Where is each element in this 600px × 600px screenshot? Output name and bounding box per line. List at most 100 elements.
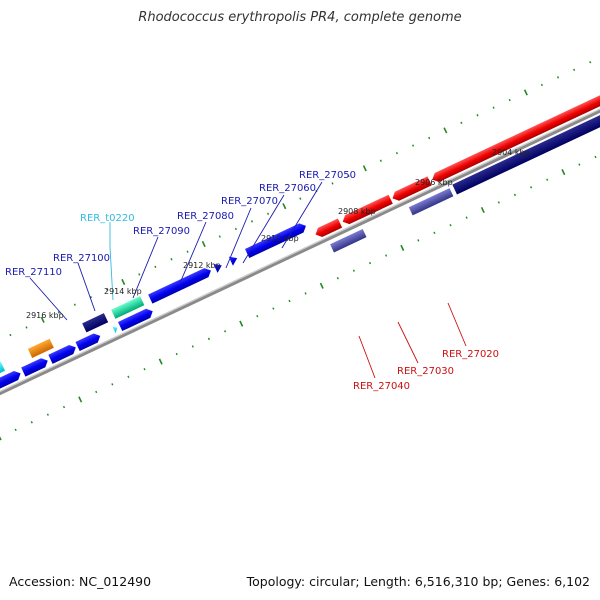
scale-label: 2904 kbp	[492, 148, 530, 157]
scale-label: 2906 kbp	[415, 178, 453, 187]
minor-tick	[267, 212, 270, 215]
callout-line	[281, 181, 323, 249]
gene-label[interactable]: RER_27080	[177, 211, 234, 222]
minor-tick	[508, 98, 511, 102]
scale-label: 2916 kbp	[26, 311, 64, 320]
gene-feature[interactable]	[244, 221, 308, 259]
gene-feature[interactable]	[213, 261, 224, 273]
callout-line	[447, 302, 467, 347]
minor-tick	[272, 307, 275, 310]
gene-label[interactable]: RER_27050	[299, 170, 356, 181]
gene-feature[interactable]	[430, 90, 600, 184]
gene-feature[interactable]	[0, 361, 6, 376]
minor-tick	[154, 265, 157, 269]
minor-tick	[14, 428, 17, 432]
gene-labels: RER_27050 RER_27060 RER_27070 RER_27080 …	[5, 170, 499, 392]
minor-tick	[352, 269, 355, 272]
gene-feature[interactable]	[408, 188, 454, 216]
minor-tick	[234, 227, 237, 231]
callout-line	[225, 207, 252, 269]
minor-tick	[30, 421, 33, 424]
gene-feature[interactable]	[27, 338, 54, 358]
minor-tick	[546, 178, 549, 181]
minor-tick	[513, 193, 517, 197]
major-tick	[78, 396, 83, 403]
gene-feature[interactable]	[313, 218, 343, 240]
minor-tick	[304, 292, 307, 295]
minor-tick	[105, 288, 109, 291]
major-tick	[239, 320, 244, 327]
gene-feature[interactable]	[390, 176, 432, 203]
minor-tick	[460, 121, 463, 125]
minor-tick	[395, 151, 399, 155]
gene-label[interactable]: RER_27070	[221, 196, 278, 207]
minor-tick	[191, 345, 194, 348]
minor-tick	[347, 174, 350, 178]
scale-label: 2912 kbp	[183, 261, 221, 270]
gene-label[interactable]: RER_27030	[397, 366, 454, 377]
major-tick	[0, 434, 2, 441]
minor-tick	[589, 61, 592, 64]
gene-callout-lines	[29, 181, 467, 379]
gene-feature[interactable]	[118, 307, 155, 332]
minor-tick	[143, 367, 146, 371]
minor-tick	[95, 390, 98, 394]
callout-line	[109, 222, 114, 301]
gene-feature[interactable]	[0, 369, 23, 394]
forward-strand-features	[0, 221, 308, 394]
minor-tick	[492, 106, 495, 109]
callout-line	[179, 221, 207, 284]
genome-backbone	[0, 84, 600, 412]
gene-feature[interactable]	[330, 228, 367, 253]
gene-label[interactable]: RER_27110	[5, 267, 62, 278]
reverse-strand-features	[313, 90, 600, 253]
minor-tick	[250, 220, 254, 223]
gene-feature[interactable]	[452, 99, 600, 195]
major-tick	[282, 203, 287, 210]
scale-tick-row-top	[9, 61, 592, 337]
scale-labels: 2904 kbp 2906 kbp 2908 kbp 2910 kbp 2912…	[26, 148, 530, 320]
minor-tick	[331, 182, 334, 185]
major-tick	[121, 278, 126, 286]
minor-tick	[540, 83, 543, 87]
callout-line	[77, 262, 96, 312]
gene-feature[interactable]	[111, 296, 145, 319]
gene-label[interactable]: RER_27090	[133, 226, 190, 237]
callout-line	[358, 335, 376, 379]
gene-label[interactable]: RER_t0220	[80, 213, 135, 224]
minor-tick	[57, 311, 60, 314]
major-tick	[523, 89, 528, 96]
minor-tick	[73, 303, 76, 306]
gene-label[interactable]: RER_27100	[53, 253, 110, 264]
minor-tick	[428, 136, 431, 140]
footer-topology: Topology: circular; Length: 6,516,310 bp…	[246, 574, 590, 589]
gene-feature[interactable]	[228, 254, 240, 266]
gene-label[interactable]: RER_27060	[259, 183, 316, 194]
gene-feature[interactable]	[82, 313, 109, 333]
minor-tick	[530, 186, 533, 189]
gene-label[interactable]: RER_27040	[353, 381, 410, 392]
minor-tick	[497, 201, 500, 204]
minor-tick	[556, 76, 560, 79]
minor-tick	[175, 352, 178, 356]
gene-feature[interactable]	[21, 356, 50, 377]
minor-tick	[476, 114, 479, 117]
minor-tick	[9, 333, 12, 337]
gene-feature[interactable]	[48, 343, 78, 364]
minor-tick	[368, 261, 372, 265]
minor-tick	[223, 330, 227, 333]
major-tick	[158, 358, 163, 365]
gene-feature[interactable]	[148, 266, 213, 304]
major-tick	[201, 241, 206, 248]
gene-label[interactable]: RER_27020	[442, 349, 499, 360]
minor-tick	[379, 159, 382, 162]
trna-feature[interactable]	[112, 325, 120, 334]
minor-tick	[417, 239, 420, 242]
gene-feature[interactable]	[341, 194, 393, 227]
gene-feature[interactable]	[75, 331, 102, 352]
minor-tick	[336, 277, 339, 280]
minor-tick	[186, 250, 189, 253]
minor-tick	[218, 235, 221, 238]
minor-tick	[288, 299, 291, 303]
minor-tick	[62, 405, 66, 409]
